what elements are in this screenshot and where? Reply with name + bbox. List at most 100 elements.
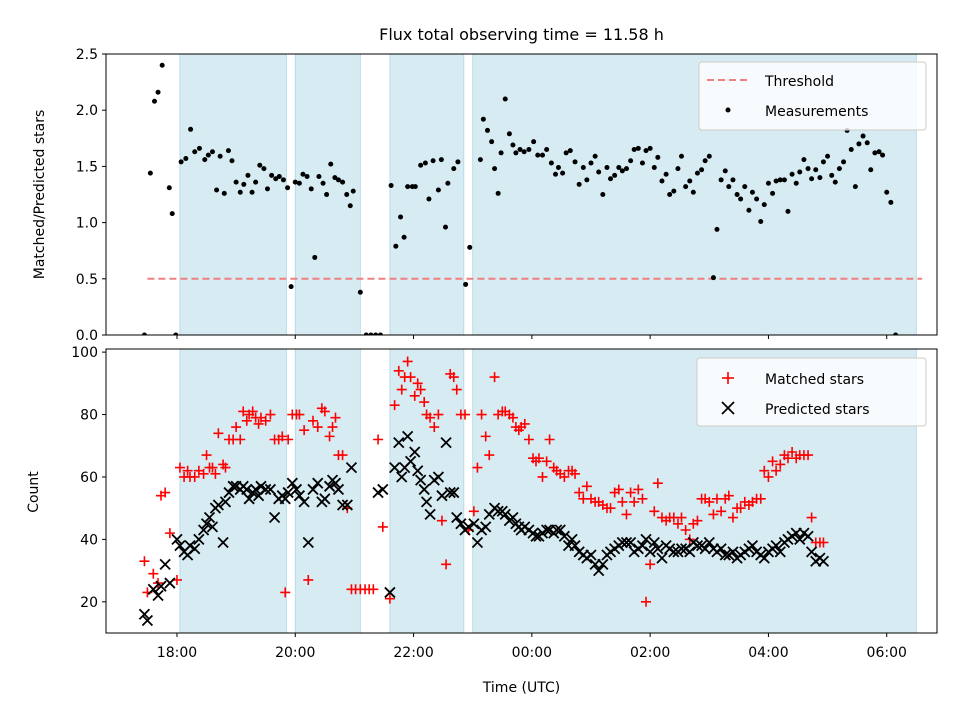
matched-star-point <box>605 503 616 514</box>
matched-star-point <box>676 512 687 523</box>
measurement-point <box>245 172 251 178</box>
matched-star-point <box>806 512 817 523</box>
measurement-point <box>451 166 457 172</box>
predicted-star-point <box>499 508 511 521</box>
measurement-point <box>495 190 501 196</box>
measurement-point <box>363 332 369 335</box>
matched-star-point <box>489 372 500 383</box>
measurement-point <box>368 332 374 335</box>
measurement-point <box>209 149 215 155</box>
matched-star-point <box>755 493 766 504</box>
measurement-point <box>273 176 279 182</box>
matched-star-point <box>327 422 338 433</box>
top-y-tick-label: 2.0 <box>76 103 98 119</box>
predicted-star-point <box>699 543 711 555</box>
measurement-point <box>687 178 693 184</box>
matched-star-point <box>415 384 426 395</box>
predicted-star-point <box>444 486 456 499</box>
matched-star-point <box>818 537 829 548</box>
matched-star-point <box>680 525 691 536</box>
predicted-star-point <box>404 455 417 467</box>
matched-star-point <box>507 412 518 423</box>
measurement-point <box>241 181 247 187</box>
measurement-point <box>555 165 561 171</box>
measurement-point <box>221 190 227 196</box>
predicted-star-point <box>384 586 396 599</box>
matched-star-point <box>625 487 636 498</box>
measurement-point <box>623 166 629 172</box>
measurement-point <box>188 126 194 132</box>
matched-star-point <box>629 496 640 507</box>
predicted-star-point <box>212 499 225 511</box>
matched-star-point <box>759 465 770 476</box>
predicted-star-point <box>530 530 542 542</box>
predicted-star-point <box>286 477 298 489</box>
matched-star-point <box>425 412 436 423</box>
matched-star-point <box>441 559 452 570</box>
matched-star-point <box>613 484 624 495</box>
bottom-y-tick-label: 60 <box>80 470 98 486</box>
predicted-star-point <box>402 430 414 443</box>
matched-star-point <box>207 462 218 473</box>
predicted-star-point <box>455 518 467 530</box>
predicted-star-point <box>468 518 480 530</box>
measurement-point <box>789 171 795 177</box>
predicted-star-point <box>794 533 806 546</box>
legend-predicted-swatch <box>721 401 735 415</box>
measurement-point <box>276 174 282 180</box>
measurement-point <box>292 179 298 185</box>
matched-star-point <box>803 450 814 461</box>
measurement-point <box>422 160 428 166</box>
measurement-point <box>467 244 473 250</box>
measurement-point <box>797 169 803 175</box>
matched-star-point <box>727 512 738 523</box>
predicted-star-point <box>138 608 151 620</box>
matched-star-point <box>735 503 746 514</box>
predicted-star-point <box>332 483 345 496</box>
measurement-point <box>357 289 363 295</box>
measurement-point <box>628 158 634 164</box>
predicted-star-point <box>691 539 704 552</box>
measurement-point <box>893 332 899 335</box>
predicted-star-point <box>805 546 818 558</box>
predicted-star-point <box>593 564 605 577</box>
measurement-point <box>249 189 255 195</box>
measurement-point <box>173 332 179 335</box>
matched-star-point <box>201 450 212 461</box>
measurement-point <box>825 153 831 159</box>
x-tick-label: 18:00 <box>157 645 197 661</box>
measurement-point <box>761 202 767 208</box>
matched-star-point <box>537 471 548 482</box>
predicted-star-point <box>648 536 660 549</box>
measurement-point <box>489 139 495 145</box>
matched-star-point <box>692 515 703 526</box>
measurement-point <box>183 156 189 162</box>
matched-star-point <box>412 378 423 389</box>
measurement-point <box>781 177 787 183</box>
legend-measurements-label: Measurements <box>765 104 868 120</box>
matched-star-point <box>324 431 335 442</box>
predicted-star-point <box>189 543 201 555</box>
measurement-point <box>612 172 618 178</box>
measurement-point <box>809 176 815 182</box>
measurement-point <box>563 150 569 156</box>
predicted-star-point <box>152 589 164 602</box>
predicted-star-point <box>624 536 637 549</box>
matched-star-point <box>433 409 444 420</box>
measurement-point <box>749 189 755 195</box>
matched-star-point <box>280 587 291 598</box>
measurement-point <box>477 157 483 163</box>
predicted-star-point <box>243 493 255 505</box>
measurement-point <box>734 192 740 197</box>
predicted-star-point <box>250 483 262 496</box>
legend-matched-swatch <box>722 372 734 384</box>
predicted-star-point <box>293 490 306 502</box>
matched-star-point <box>220 462 231 473</box>
top-y-tick-label: 1.5 <box>76 159 98 175</box>
predicted-star-point <box>616 536 628 549</box>
predicted-star-point <box>636 539 649 552</box>
top-panel-legend: Threshold Measurements <box>698 61 927 131</box>
measurement-point <box>442 224 448 230</box>
measurement-point <box>580 165 586 171</box>
matched-star-point <box>409 390 420 401</box>
